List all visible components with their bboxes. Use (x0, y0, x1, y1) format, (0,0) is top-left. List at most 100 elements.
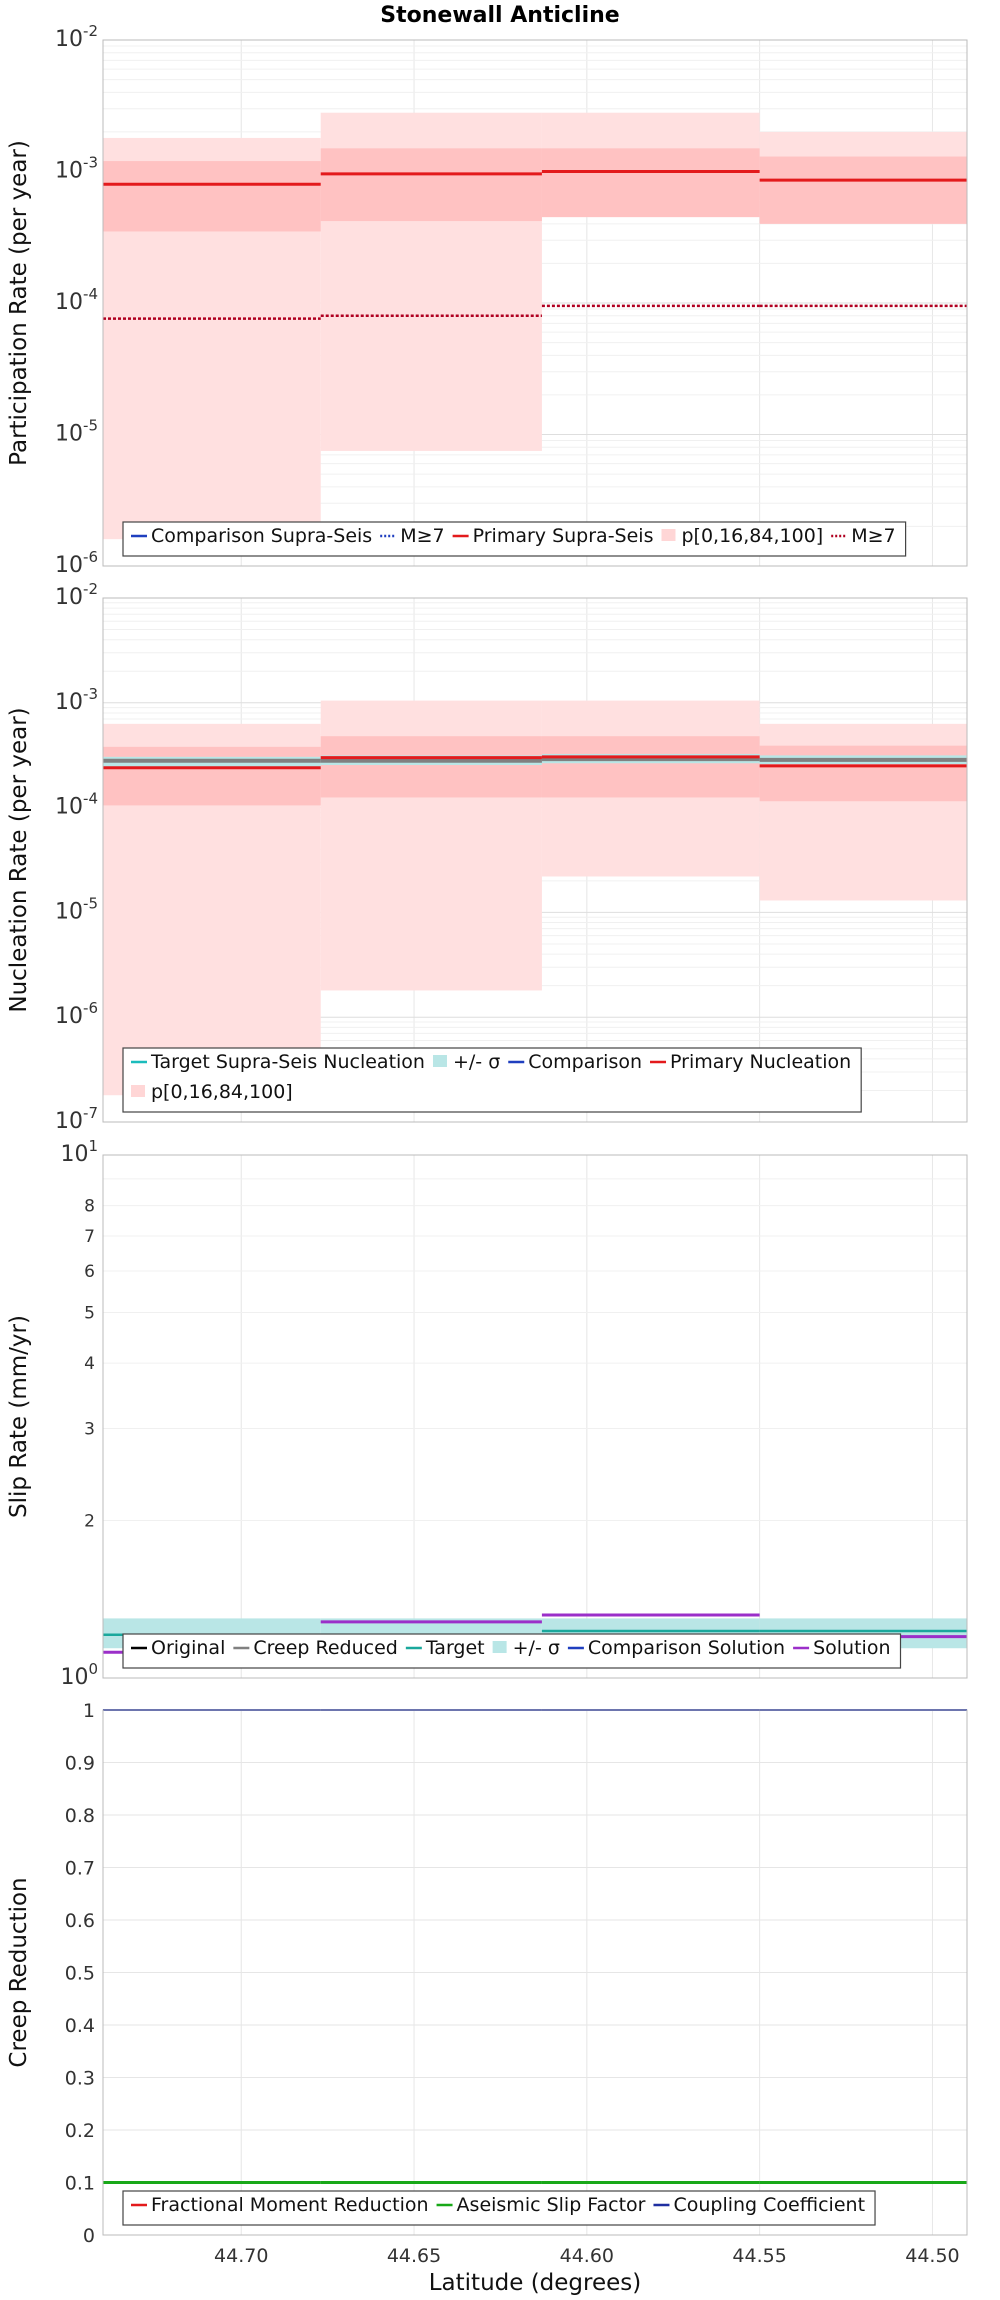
y-axis-label: Participation Rate (per year) (6, 140, 32, 466)
x-axis-label: Latitude (degrees) (429, 2270, 642, 2296)
y-tick-label: 10-5 (55, 894, 98, 924)
y-tick-base: 10 (55, 690, 83, 715)
plot-frame (102, 39, 968, 567)
y-tick-label: 10-2 (55, 22, 98, 52)
y-tick-label: 10-6 (55, 548, 98, 578)
y-tick-label: 10-4 (55, 285, 98, 315)
y-tick-label: 0.8 (65, 1805, 95, 1827)
y-tick-exponent: -2 (83, 580, 98, 598)
y-tick-base: 10 (55, 899, 83, 924)
chart-title: Stonewall Anticline (380, 3, 619, 28)
series-target-supra-seis-nucleation (103, 757, 967, 763)
uncertainty-band (320, 148, 542, 222)
legend-label: Target (425, 1637, 485, 1659)
y-tick-exponent: -2 (83, 22, 98, 40)
legend-label: Target Supra-Seis Nucleation (150, 1051, 425, 1073)
y-minor-tick-label: 8 (84, 1197, 95, 1217)
y-tick-exponent: -3 (83, 685, 98, 703)
series-m-7 (103, 304, 967, 320)
y-tick-label: 1 (83, 1700, 95, 1722)
legend: Target Supra-Seis Nucleation +/- σ Compari… (122, 1047, 862, 1113)
y-axis: 0 0.1 0.2 0.3 0.4 0.5 0.6 0.7 0.8 0.9 1 (65, 1700, 95, 2247)
legend-label: Fractional Moment Reduction (151, 2194, 429, 2216)
uncertainty-band (541, 148, 760, 218)
y-tick-label: 10-4 (55, 790, 98, 820)
y-tick-exponent: -4 (83, 790, 98, 808)
y-tick-label: 10-3 (55, 154, 98, 184)
legend-label: M≥7 (400, 525, 444, 547)
y-tick-base: 10 (55, 553, 83, 578)
y-tick-exponent: 0 (88, 1660, 98, 1678)
y-axis-label: Slip Rate (mm/yr) (6, 1315, 32, 1518)
y-tick-label: 0.4 (65, 2015, 95, 2037)
y-minor-tick-label: 4 (84, 1354, 95, 1374)
legend-label: p[0,16,84,100] (681, 525, 823, 547)
legend-box (122, 2190, 876, 2226)
uncertainty-band (103, 161, 321, 232)
x-tick-label: 44.60 (560, 2245, 614, 2267)
legend-label: Creep Reduced (253, 1637, 397, 1659)
y-tick-label: 10-3 (55, 685, 98, 715)
uncertainty-band (103, 756, 321, 769)
legend: Original Creep Reduced Target +/- σ Comparis… (122, 1633, 902, 1669)
legend-label: Comparison Solution (588, 1637, 785, 1659)
y-tick-label: 0.1 (65, 2173, 95, 2195)
x-tick-label: 44.65 (387, 2245, 441, 2267)
y-minor-tick-label: 7 (84, 1227, 95, 1247)
y-tick-label: 0.6 (65, 1910, 95, 1932)
x-axis: 44.70 44.65 44.60 44.55 44.50 (214, 2245, 960, 2267)
y-axis: 10-710-610-510-410-310-2 (55, 580, 98, 1134)
y-tick-label: 0.2 (65, 2120, 95, 2142)
y-tick-label: 0.3 (65, 2068, 95, 2090)
y-tick-exponent: 1 (88, 1137, 98, 1155)
plot-frame (102, 597, 968, 1123)
y-tick-exponent: -7 (83, 1104, 98, 1122)
legend-swatch (432, 1055, 447, 1067)
uncertainty-band (759, 156, 967, 224)
y-tick-label: 0.7 (65, 1858, 95, 1880)
y-tick-base: 10 (55, 585, 83, 610)
y-tick-base: 10 (55, 422, 83, 447)
y-minor-tick-label: 3 (84, 1419, 95, 1439)
y-tick-exponent: -6 (83, 548, 98, 566)
y-tick-base: 10 (55, 27, 83, 52)
panel-creep: 0 0.1 0.2 0.3 0.4 0.5 0.6 0.7 0.8 0.9 1 Creep Reduc… (6, 1700, 968, 2247)
y-axis: 10-610-510-410-310-2 (55, 22, 98, 578)
legend-label: Aseismic Slip Factor (457, 2194, 646, 2216)
legend-label: Solution (813, 1637, 890, 1659)
y-tick-exponent: -6 (83, 999, 98, 1017)
legend-swatch (661, 529, 676, 541)
legend-label: p[0,16,84,100] (151, 1081, 293, 1103)
legend-label: +/- σ (453, 1051, 500, 1073)
y-minor-tick-label: 2 (84, 1512, 95, 1532)
y-tick-base: 10 (55, 1004, 83, 1029)
legend: Comparison Supra-Seis M≥7 Primary Supra-Se… (122, 521, 907, 557)
y-minor-tick-label: 6 (84, 1262, 95, 1282)
legend-box (122, 1047, 862, 1113)
series-primary-nucleation (103, 755, 967, 770)
y-tick-label: 100 (60, 1660, 98, 1690)
uncertainty-band (541, 736, 760, 798)
uncertainty-band (320, 736, 542, 798)
y-tick-base: 10 (55, 159, 83, 184)
y-tick-label: 10-2 (55, 580, 98, 610)
y-tick-label: 0 (83, 2225, 95, 2247)
y-tick-exponent: -5 (83, 894, 98, 912)
plot-area (103, 1155, 967, 1678)
uncertainty-band (103, 746, 321, 806)
x-tick-label: 44.70 (214, 2245, 268, 2267)
legend-label: Comparison Supra-Seis (151, 525, 372, 547)
y-tick-label: 10-7 (55, 1104, 98, 1134)
plot-frame (102, 1709, 968, 2236)
band-group (103, 148, 967, 232)
legend-swatch (492, 1641, 507, 1653)
legend-box (122, 1633, 902, 1669)
y-tick-label: 10-5 (55, 417, 98, 447)
series-primary-supra-seis (103, 170, 967, 186)
y-axis-label: Nucleation Rate (per year) (6, 707, 32, 1012)
y-tick-base: 10 (55, 290, 83, 315)
